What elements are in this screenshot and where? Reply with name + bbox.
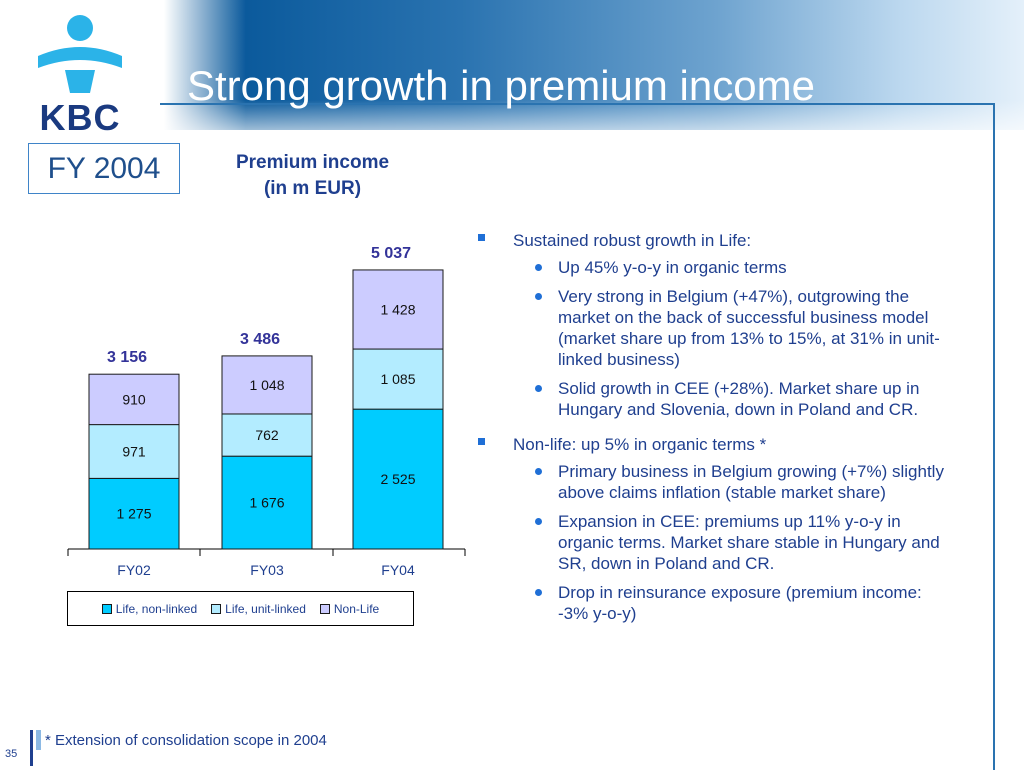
logo-arms	[38, 47, 122, 68]
slide-title: Strong growth in premium income	[187, 62, 815, 109]
sub-bullet: Up 45% y-o-y in organic terms	[473, 257, 953, 278]
sub-bullet-text: Very strong in Belgium (+47%), outgrowin…	[558, 287, 940, 369]
data-label: 1 676	[249, 495, 284, 511]
round-bullet-icon	[535, 385, 542, 392]
bar-segment-life-unit-linked-fy02	[88, 424, 180, 479]
round-bullet-icon	[535, 293, 542, 300]
category-label: FY03	[250, 562, 284, 578]
legend-label-life-unit-linked: Life, unit-linked	[225, 601, 306, 616]
chart-legend: Life, non-linked Life, unit-linked Non-L…	[67, 591, 414, 626]
kbc-logo: KBC	[38, 15, 122, 133]
chart-title-line-1: Premium income	[235, 152, 390, 173]
logo-text: KBC	[40, 97, 121, 133]
legend-item-life-non-linked: Life, non-linked	[101, 601, 198, 616]
bar-segment-life-non-linked-fy04	[352, 408, 444, 550]
sub-bullet-text: Up 45% y-o-y in organic terms	[558, 258, 787, 277]
legend-item-non-life: Non-Life	[319, 601, 380, 616]
square-bullet-icon	[478, 234, 485, 241]
sub-bullet: Very strong in Belgium (+47%), outgrowin…	[473, 286, 953, 370]
total-label: 5 037	[371, 245, 411, 262]
footnote-rule-accent	[36, 730, 41, 750]
logo-area: KBC	[0, 0, 160, 135]
data-label: 910	[122, 391, 146, 407]
logo-body	[65, 70, 95, 93]
bar-segment-life-unit-linked-fy03	[221, 413, 313, 457]
data-label: 2 525	[380, 471, 415, 487]
data-label: 1 275	[116, 506, 151, 522]
category-label: FY04	[381, 562, 415, 578]
bullet-text: Sustained robust growth in Life:	[513, 231, 752, 250]
legend-swatch-life-non-linked	[101, 603, 112, 614]
header-banner-fade	[0, 100, 1024, 130]
chart-title: Premium income (in m EUR)	[190, 150, 435, 202]
legend-swatch-life-unit-linked	[211, 603, 222, 614]
commentary-bullets: Sustained robust growth in Life: Up 45% …	[473, 230, 953, 632]
data-label: 1 085	[380, 371, 415, 387]
logo-head	[67, 15, 93, 41]
sub-bullet-text: Solid growth in CEE (+28%). Market share…	[558, 379, 920, 419]
period-box: FY 2004	[28, 143, 180, 194]
bullet-text: Non-life: up 5% in organic terms *	[513, 435, 767, 454]
page-number: 35	[5, 748, 18, 760]
period-label: FY 2004	[47, 151, 161, 185]
round-bullet-icon	[535, 468, 542, 475]
total-label: 3 486	[240, 331, 280, 348]
sub-bullet: Primary business in Belgium growing (+7%…	[473, 461, 953, 503]
round-bullet-icon	[535, 518, 542, 525]
bullet-non-life: Non-life: up 5% in organic terms *	[473, 434, 953, 455]
legend-label-non-life: Non-Life	[333, 601, 380, 616]
total-label: 3 156	[107, 349, 147, 366]
sub-bullet-text: Expansion in CEE: premiums up 11% y-o-y …	[558, 512, 940, 573]
chart-title-line-2: (in m EUR)	[263, 178, 362, 199]
round-bullet-icon	[535, 589, 542, 596]
square-bullet-icon	[478, 438, 485, 445]
bar-segment-non-life-fy02	[88, 373, 180, 426]
legend-label-life-non-linked: Life, non-linked	[115, 601, 198, 616]
data-label: 762	[255, 427, 279, 443]
bullet-life: Sustained robust growth in Life:	[473, 230, 953, 251]
legend-swatch-non-life	[319, 603, 330, 614]
sub-bullet: Drop in reinsurance exposure (premium in…	[473, 582, 953, 624]
data-label: 1 428	[380, 301, 415, 317]
bar-segment-non-life-fy04	[352, 269, 444, 350]
legend-item-life-unit-linked: Life, unit-linked	[211, 602, 306, 616]
bar-segment-life-non-linked-fy03	[221, 455, 313, 550]
bar-segment-life-unit-linked-fy04	[352, 348, 444, 410]
round-bullet-icon	[535, 264, 542, 271]
content-frame	[155, 103, 995, 770]
data-label: 971	[122, 443, 146, 459]
sub-bullet-text: Drop in reinsurance exposure (premium in…	[558, 583, 922, 623]
bar-segment-life-non-linked-fy02	[88, 477, 180, 550]
sub-bullet: Expansion in CEE: premiums up 11% y-o-y …	[473, 511, 953, 574]
footnote-rule	[30, 730, 33, 766]
sub-bullet: Solid growth in CEE (+28%). Market share…	[473, 378, 953, 420]
bar-segment-non-life-fy03	[221, 355, 313, 415]
data-label: 1 048	[249, 377, 284, 393]
footnote: * Extension of consolidation scope in 20…	[45, 732, 327, 749]
sub-bullet-text: Primary business in Belgium growing (+7%…	[558, 462, 944, 502]
category-label: FY02	[117, 562, 151, 578]
